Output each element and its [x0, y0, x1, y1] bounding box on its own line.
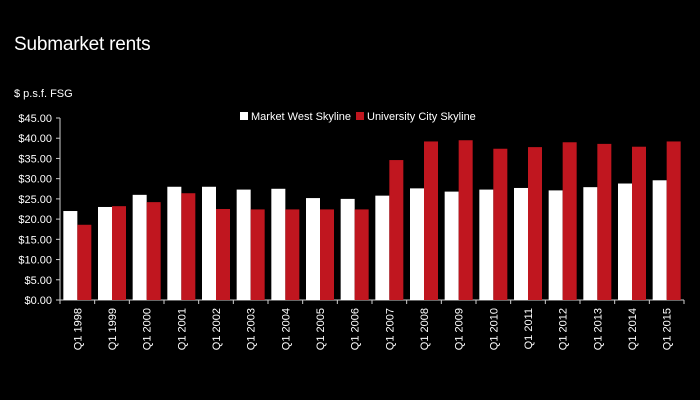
x-tick-label: Q1 2001 [176, 308, 188, 350]
bar-university-city [354, 209, 369, 300]
x-tick-label: Q1 2007 [384, 308, 396, 350]
x-tick-label: Q1 2012 [558, 308, 570, 350]
bar-university-city [493, 148, 508, 300]
bar-market-west [340, 198, 355, 300]
bar-university-city [320, 209, 334, 300]
bar-market-west [167, 186, 182, 300]
bar-university-city [146, 202, 161, 300]
bar-market-west [444, 191, 459, 300]
bar-university-city [597, 143, 612, 300]
y-tick-label: $0.00 [24, 295, 52, 307]
legend-item-market-west-label: Market West Skyline [251, 111, 351, 123]
legend-item-university-city-swatch [356, 112, 364, 120]
y-tick-label: $45.00 [18, 113, 52, 125]
legend-item-market-west-swatch [240, 112, 248, 120]
x-tick-label: Q1 2008 [419, 308, 431, 350]
bar-market-west [63, 211, 78, 300]
bar-market-west [410, 188, 424, 300]
y-tick-label: $5.00 [24, 275, 52, 287]
x-tick-label: Q1 2004 [280, 308, 292, 350]
bar-university-city [562, 142, 577, 300]
bar-university-city [216, 209, 230, 300]
bar-market-west [306, 198, 320, 300]
bar-market-west [98, 206, 112, 300]
y-tick-label: $35.00 [18, 153, 52, 165]
y-tick-label: $20.00 [18, 214, 52, 226]
x-tick-label: Q1 2011 [523, 308, 535, 349]
x-tick-label: Q1 1999 [107, 308, 119, 350]
x-tick-label: Q1 2013 [592, 308, 604, 350]
bar-university-city [424, 141, 438, 300]
bar-market-west [202, 186, 216, 300]
bar-university-city [632, 146, 646, 300]
bar-market-west [583, 187, 598, 300]
x-tick-label: Q1 2005 [315, 308, 327, 350]
y-tick-label: $10.00 [18, 255, 52, 267]
x-tick-label: Q1 1998 [72, 308, 84, 350]
x-tick-label: Q1 2000 [142, 308, 154, 350]
legend-item-university-city-label: University City Skyline [367, 111, 476, 123]
x-tick-label: Q1 2009 [454, 308, 466, 350]
x-tick-label: Q1 2015 [662, 308, 674, 350]
bar-university-city [250, 209, 265, 300]
bar-market-west [479, 189, 494, 300]
y-axis-unit-label: $ p.s.f. FSG [14, 88, 73, 100]
y-tick-label: $15.00 [18, 234, 52, 246]
bar-university-city [181, 193, 196, 300]
bar-market-west [236, 189, 251, 300]
bar-market-west [271, 188, 286, 300]
x-tick-label: Q1 2010 [488, 308, 500, 350]
x-tick-label: Q1 2014 [627, 308, 639, 350]
bar-university-city [285, 209, 300, 300]
x-tick-label: Q1 2003 [246, 308, 258, 350]
bar-market-west [652, 180, 667, 300]
bar-market-west [548, 190, 563, 300]
y-tick-label: $30.00 [18, 174, 52, 186]
bar-university-city [666, 141, 681, 300]
bar-market-west [132, 194, 147, 300]
bar-university-city [77, 224, 92, 300]
bar-university-city [389, 160, 404, 300]
x-tick-label: Q1 2002 [211, 308, 223, 350]
bar-university-city [528, 147, 542, 300]
chart-title: Submarket rents [14, 34, 151, 55]
bar-market-west [514, 187, 528, 300]
y-tick-label: $40.00 [18, 133, 52, 145]
bar-university-city [458, 140, 473, 300]
y-tick-label: $25.00 [18, 194, 52, 206]
bar-market-west [618, 183, 632, 300]
bar-university-city [112, 206, 126, 300]
bar-market-west [375, 195, 390, 300]
x-tick-label: Q1 2006 [350, 308, 362, 350]
